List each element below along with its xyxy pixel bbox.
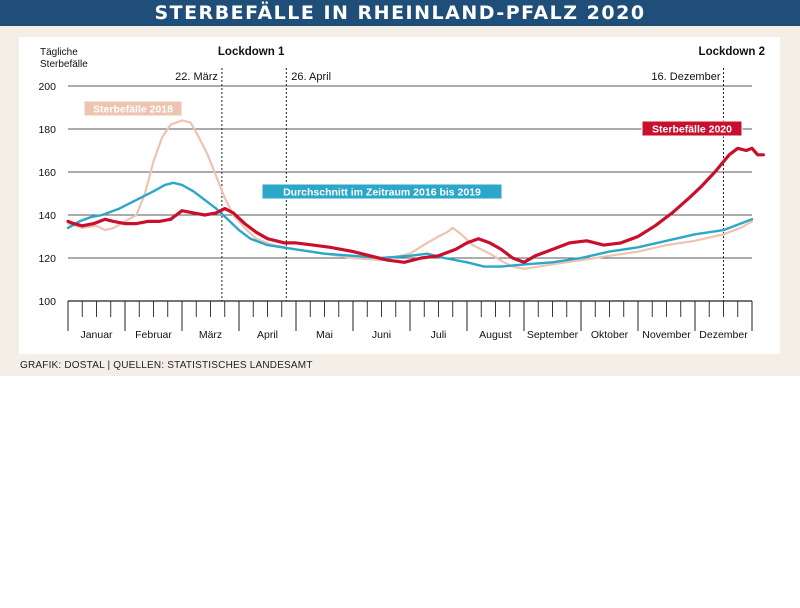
x-tick-label: Oktober [591, 329, 629, 341]
legend-label-2020: Sterbefälle 2020 [652, 124, 732, 136]
y-tick-label: 140 [38, 210, 56, 222]
y-tick-label: 200 [38, 81, 56, 93]
event-date-label: 16. Dezember [651, 71, 720, 83]
legend-label-2018: Sterbefälle 2018 [93, 104, 173, 116]
x-tick-label: Januar [80, 329, 113, 341]
series-line-2020 [66, 146, 765, 264]
x-tick-label: Juli [431, 329, 447, 341]
source-credit: GRAFIK: DOSTAL | QUELLEN: STATISTISCHES … [20, 360, 313, 371]
y-tick-label: 180 [38, 124, 56, 136]
lockdown-2-label: Lockdown 2 [699, 46, 765, 58]
x-tick-label: Februar [135, 329, 172, 341]
x-tick-label: November [642, 329, 691, 341]
x-tick-label: August [479, 329, 512, 341]
legend-label-average-box [261, 183, 503, 200]
x-tick-label: März [199, 329, 222, 341]
legend-label-2020-box [641, 120, 743, 137]
lockdown-1-label: Lockdown 1 [218, 46, 285, 58]
chart-graphic: STERBEFÄLLE IN RHEINLAND-PFALZ 2020 100 1… [0, 0, 800, 376]
x-tick-label: Mai [316, 329, 333, 341]
chart-title: STERBEFÄLLE IN RHEINLAND-PFALZ 2020 [0, 0, 800, 26]
event-date-label: 22. März [175, 71, 218, 83]
y-axis-label: Tägliche [40, 47, 78, 58]
y-tick-label: 120 [38, 253, 56, 265]
event-date-label: 26. April [291, 71, 331, 83]
y-tick-label: 100 [38, 296, 56, 308]
x-tick-label: Dezember [699, 329, 748, 341]
y-tick-label: 160 [38, 167, 56, 179]
legend-label-average: Durchschnitt im Zeitraum 2016 bis 2019 [283, 187, 481, 199]
x-tick-label: April [257, 329, 278, 341]
x-tick-label: September [527, 329, 579, 341]
x-tick-label: Juni [372, 329, 391, 341]
series-line-average [66, 181, 754, 268]
legend-label-2018-box [83, 100, 183, 117]
y-axis-label: Sterbefälle [40, 59, 88, 70]
